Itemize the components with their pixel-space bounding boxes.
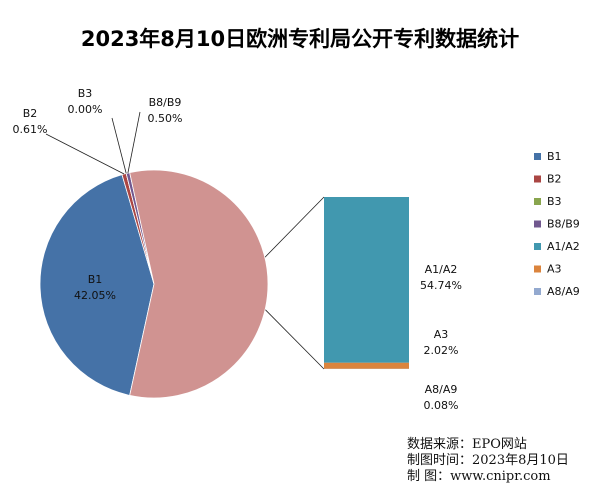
legend-swatch	[534, 153, 541, 160]
data-label-name: A8/A9	[425, 383, 458, 396]
data-label-value: 54.74%	[420, 279, 462, 292]
stacked-bar	[324, 197, 409, 369]
legend-swatch	[534, 243, 541, 250]
data-label-b8-b9: B8/B9 0.50%	[148, 96, 183, 125]
data-label-value: 42.05%	[74, 289, 116, 302]
legend-label: A8/A9	[547, 285, 580, 298]
legend-swatch	[534, 266, 541, 273]
legend-label: A3	[547, 263, 562, 276]
legend: B1 B2 B3 B8/B9 A1/A2 A3 A8/A9	[534, 150, 580, 298]
legend-item-a8-a9: A8/A9	[534, 285, 580, 298]
legend-swatch	[534, 176, 541, 183]
data-label-value: 2.02%	[424, 344, 459, 357]
legend-swatch	[534, 221, 541, 228]
leader-line-b3	[112, 118, 126, 173]
data-label-name: B3	[78, 87, 93, 100]
legend-item-a1-a2: A1/A2	[534, 240, 580, 253]
source-line-2: 制图时间：2023年8月10日	[407, 453, 569, 468]
legend-label: B2	[547, 173, 562, 186]
data-label-b2: B2 0.61%	[13, 107, 48, 136]
data-label-name: A1/A2	[425, 263, 458, 276]
source-line-3: 制 图：www.cnipr.com	[407, 469, 551, 484]
leader-lines	[46, 112, 140, 174]
chart-title: 2023年8月10日欧洲专利局公开专利数据统计	[81, 27, 519, 51]
legend-item-b2: B2	[534, 173, 562, 186]
legend-label: B1	[547, 150, 562, 163]
leader-line-b2	[46, 134, 124, 174]
legend-swatch	[534, 198, 541, 205]
source-line-1: 数据来源：EPO网站	[407, 437, 527, 452]
data-label-name: B2	[23, 107, 38, 120]
legend-label: B3	[547, 195, 562, 208]
legend-item-b8-b9: B8/B9	[534, 218, 580, 231]
data-label-name: B8/B9	[149, 96, 182, 109]
data-label-value: 0.00%	[68, 103, 103, 116]
pie-of-bar-chart: 2023年8月10日欧洲专利局公开专利数据统计 B142.05%B20.61%B…	[0, 0, 600, 486]
data-label-value: 0.50%	[148, 112, 183, 125]
legend-label: B8/B9	[547, 218, 580, 231]
data-label-a8-a9: A8/A9 0.08%	[424, 383, 459, 412]
source-note: 数据来源：EPO网站 制图时间：2023年8月10日 制 图：www.cnipr…	[407, 437, 569, 484]
legend-swatch	[534, 288, 541, 295]
bar-segment-a1-a2	[324, 197, 409, 363]
legend-label: A1/A2	[547, 240, 580, 253]
pie	[40, 170, 268, 398]
bar-segment-a3	[324, 363, 409, 369]
data-label-name: A3	[434, 328, 449, 341]
legend-item-a3: A3	[534, 263, 562, 276]
leader-line-b8-b9	[128, 112, 140, 173]
data-label-value: 0.08%	[424, 399, 459, 412]
data-label-name: B1	[88, 273, 103, 286]
data-label-a3: A3 2.02%	[424, 328, 459, 357]
legend-item-b1: B1	[534, 150, 562, 163]
data-label-value: 0.61%	[13, 123, 48, 136]
data-label-b3: B3 0.00%	[68, 87, 103, 116]
legend-item-b3: B3	[534, 195, 562, 208]
data-label-a1-a2: A1/A2 54.74%	[420, 263, 462, 292]
